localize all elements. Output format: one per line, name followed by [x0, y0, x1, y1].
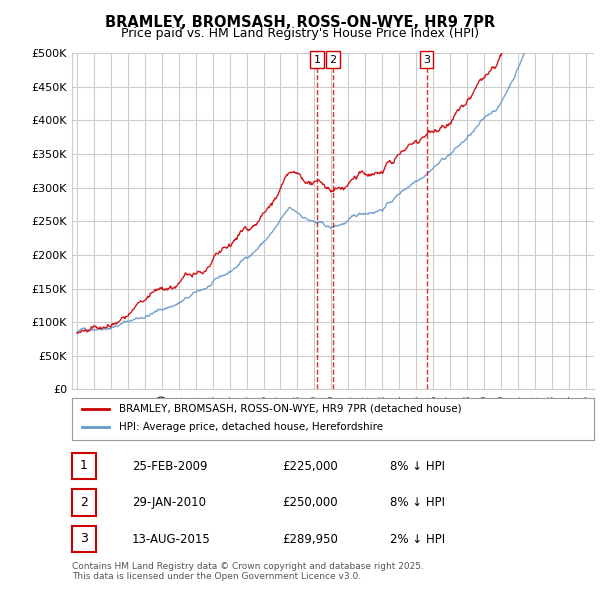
Text: 2: 2 [80, 496, 88, 509]
Text: 8% ↓ HPI: 8% ↓ HPI [390, 496, 445, 509]
Text: 8% ↓ HPI: 8% ↓ HPI [390, 460, 445, 473]
Text: Contains HM Land Registry data © Crown copyright and database right 2025.
This d: Contains HM Land Registry data © Crown c… [72, 562, 424, 581]
Text: £289,950: £289,950 [282, 533, 338, 546]
Text: 3: 3 [80, 532, 88, 546]
Text: 25-FEB-2009: 25-FEB-2009 [132, 460, 208, 473]
Text: 1: 1 [313, 55, 320, 65]
Text: 1: 1 [80, 459, 88, 473]
Text: BRAMLEY, BROMSASH, ROSS-ON-WYE, HR9 7PR: BRAMLEY, BROMSASH, ROSS-ON-WYE, HR9 7PR [105, 15, 495, 30]
Text: 29-JAN-2010: 29-JAN-2010 [132, 496, 206, 509]
Text: 2% ↓ HPI: 2% ↓ HPI [390, 533, 445, 546]
Text: £225,000: £225,000 [282, 460, 338, 473]
Text: £250,000: £250,000 [282, 496, 338, 509]
Text: HPI: Average price, detached house, Herefordshire: HPI: Average price, detached house, Here… [119, 422, 383, 432]
Text: Price paid vs. HM Land Registry's House Price Index (HPI): Price paid vs. HM Land Registry's House … [121, 27, 479, 40]
Text: BRAMLEY, BROMSASH, ROSS-ON-WYE, HR9 7PR (detached house): BRAMLEY, BROMSASH, ROSS-ON-WYE, HR9 7PR … [119, 404, 461, 414]
Text: 2: 2 [329, 55, 336, 65]
Text: 3: 3 [423, 55, 430, 65]
Text: 13-AUG-2015: 13-AUG-2015 [132, 533, 211, 546]
